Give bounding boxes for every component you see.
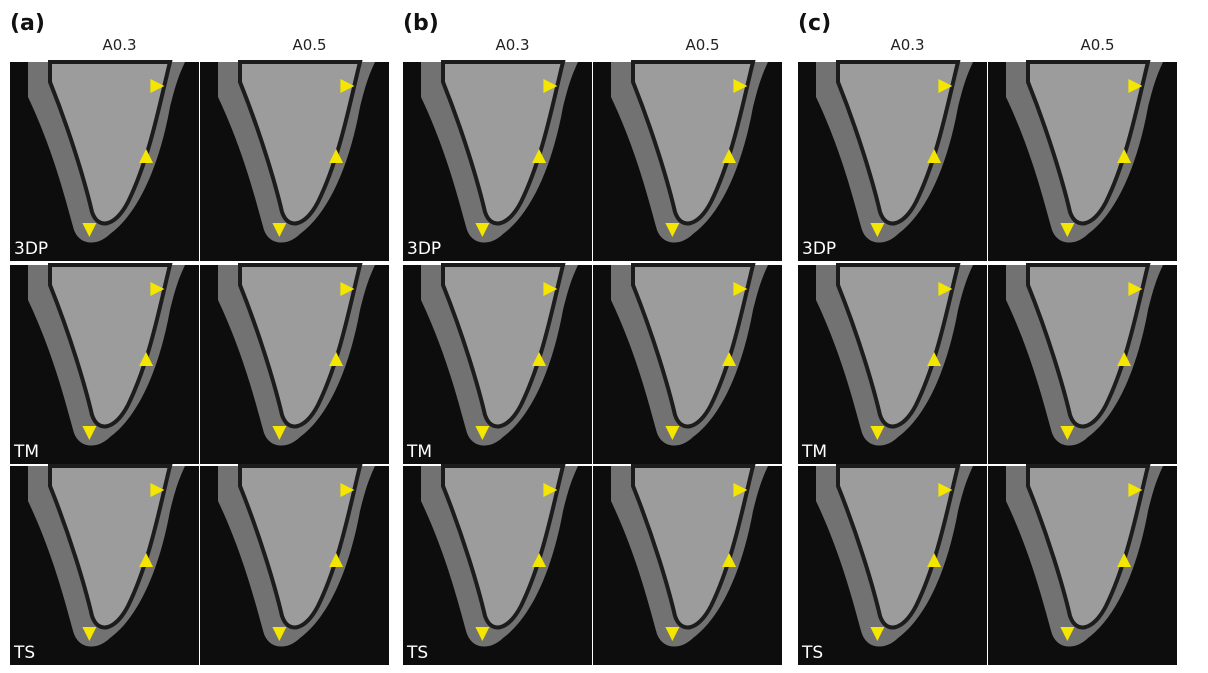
row-label: TS	[801, 643, 823, 663]
ct-image	[988, 466, 1177, 665]
column-header: A0.5	[685, 36, 719, 54]
row-label: 3DP	[407, 239, 441, 259]
ct-image: 3DP	[798, 62, 987, 261]
ct-image	[593, 265, 782, 464]
ct-image	[593, 62, 782, 261]
panel-label: (a)	[10, 11, 45, 36]
ct-image	[988, 62, 1177, 261]
ct-image: TM	[403, 265, 592, 464]
row-label: TM	[406, 442, 432, 462]
ct-image: TS	[10, 466, 199, 665]
ct-image	[988, 265, 1177, 464]
ct-image: 3DP	[403, 62, 592, 261]
column-header: A0.5	[292, 36, 326, 54]
row-label: TS	[406, 643, 428, 663]
ct-image	[200, 466, 389, 665]
row-label: 3DP	[14, 239, 48, 259]
column-header: A0.3	[102, 36, 136, 54]
row-label: TM	[801, 442, 827, 462]
row-label: 3DP	[802, 239, 836, 259]
ct-image: 3DP	[10, 62, 199, 261]
row-label: TS	[13, 643, 35, 663]
row-label: TM	[13, 442, 39, 462]
ct-image: TS	[798, 466, 987, 665]
ct-image	[200, 265, 389, 464]
ct-image: TM	[798, 265, 987, 464]
column-header: A0.5	[1080, 36, 1114, 54]
column-header: A0.3	[495, 36, 529, 54]
panel-label: (b)	[403, 11, 439, 36]
panel-label: (c)	[798, 11, 831, 36]
figure: (a) A0.3 3DP TM TS A0.5 (b) A0.3 3DP TM TS A0.5 (c) A…	[0, 0, 1208, 673]
ct-image: TM	[10, 265, 199, 464]
ct-image	[593, 466, 782, 665]
ct-image: TS	[403, 466, 592, 665]
ct-image	[200, 62, 389, 261]
column-header: A0.3	[890, 36, 924, 54]
